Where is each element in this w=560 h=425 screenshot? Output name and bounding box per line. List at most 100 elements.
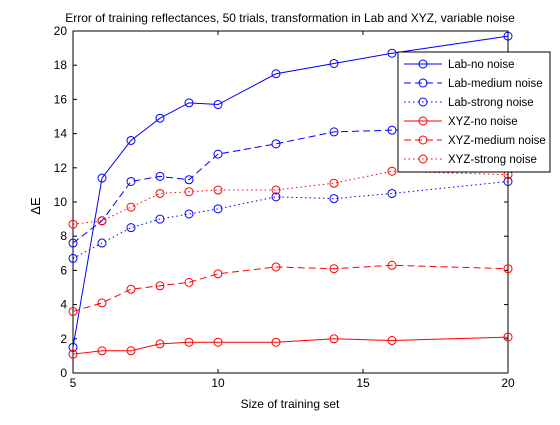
data-point	[271, 262, 281, 272]
legend-label: Lab-strong noise	[448, 97, 534, 109]
data-point	[184, 209, 194, 219]
data-point	[155, 171, 165, 181]
data-point	[329, 58, 339, 68]
x-tick-label: 10	[211, 376, 225, 390]
data-point	[155, 188, 165, 198]
data-point	[68, 219, 78, 229]
series-line	[72, 170, 509, 225]
legend-entry: XYZ-strong noise	[404, 154, 537, 166]
y-tick-label: 14	[54, 127, 68, 141]
y-axis-label: ΔE	[28, 197, 43, 215]
series-line	[72, 336, 509, 355]
data-point	[329, 178, 339, 188]
data-point	[271, 139, 281, 149]
data-point	[387, 188, 397, 198]
data-point	[126, 346, 136, 356]
legend-marker-swatch	[418, 59, 428, 69]
data-point	[68, 253, 78, 263]
x-tick-label: 15	[356, 376, 370, 390]
data-point	[503, 264, 513, 274]
data-point	[213, 185, 223, 195]
data-point	[503, 31, 513, 41]
data-point	[97, 216, 107, 226]
series-xyz-medium-noise	[68, 260, 513, 316]
series-xyz-no-noise	[68, 332, 513, 359]
data-point	[271, 185, 281, 195]
legend-entry: XYZ-no noise	[404, 116, 518, 128]
data-point	[126, 176, 136, 186]
y-tick-label: 0	[60, 366, 67, 380]
chart-title: Error of training reflectances, 50 trial…	[65, 11, 515, 25]
data-point	[97, 238, 107, 248]
legend-label: Lab-medium noise	[448, 78, 543, 90]
data-point	[184, 175, 194, 185]
data-point	[155, 113, 165, 123]
data-point	[271, 192, 281, 202]
legend-entry: Lab-no noise	[404, 59, 515, 71]
legend-marker-swatch	[418, 116, 428, 126]
y-tick-label: 4	[60, 298, 67, 312]
legend-marker-swatch	[418, 97, 428, 107]
x-tick-label: 20	[501, 376, 515, 390]
legend-label: XYZ-strong noise	[448, 154, 537, 166]
data-point	[155, 339, 165, 349]
y-tick-label: 8	[60, 229, 67, 243]
legend-entry: XYZ-medium noise	[404, 135, 546, 147]
data-point	[184, 187, 194, 197]
data-point	[213, 204, 223, 214]
data-point	[97, 346, 107, 356]
data-point	[213, 269, 223, 279]
series-line	[72, 264, 509, 312]
legend-label: XYZ-no noise	[448, 116, 518, 128]
x-axis-label: Size of training set	[241, 397, 340, 411]
data-point	[126, 223, 136, 233]
series-line	[72, 35, 509, 348]
legend-label: Lab-no noise	[448, 59, 515, 71]
data-point	[213, 100, 223, 110]
legend-entry: Lab-medium noise	[404, 78, 543, 90]
data-point	[329, 194, 339, 204]
series-line	[72, 124, 509, 244]
legend-label: XYZ-medium noise	[448, 135, 546, 147]
data-point	[97, 298, 107, 308]
data-point	[97, 173, 107, 183]
data-point	[329, 127, 339, 137]
data-point	[213, 337, 223, 347]
data-point	[503, 332, 513, 342]
y-tick-label: 12	[54, 161, 68, 175]
legend-entry: Lab-strong noise	[404, 97, 534, 109]
y-tick-label: 10	[54, 195, 68, 209]
data-point	[126, 202, 136, 212]
data-point	[271, 337, 281, 347]
data-point	[184, 337, 194, 347]
data-point	[68, 306, 78, 316]
data-point	[126, 284, 136, 294]
data-point	[387, 125, 397, 135]
y-tick-label: 6	[60, 263, 67, 277]
data-point	[184, 277, 194, 287]
legend-box	[397, 51, 551, 173]
series-lab-strong-noise	[68, 176, 513, 263]
x-tick-label: 5	[70, 376, 77, 390]
series-lab-no-noise	[68, 31, 513, 352]
legend-marker-swatch	[418, 78, 428, 88]
y-tick-label: 18	[54, 58, 68, 72]
legend-marker-swatch	[418, 135, 428, 145]
data-point	[213, 149, 223, 159]
data-point	[184, 98, 194, 108]
data-point	[271, 69, 281, 79]
data-point	[387, 166, 397, 176]
data-point	[387, 48, 397, 58]
legend-marker-swatch	[418, 154, 428, 164]
y-tick-label: 2	[60, 332, 67, 346]
data-point	[387, 260, 397, 270]
data-point	[68, 349, 78, 359]
series-xyz-strong-noise	[68, 166, 513, 229]
legend: Lab-no noise Lab-medium noise Lab-strong n…	[397, 51, 551, 173]
data-point	[68, 238, 78, 248]
y-tick-label: 20	[54, 24, 68, 38]
data-point	[503, 176, 513, 186]
data-point	[155, 281, 165, 291]
